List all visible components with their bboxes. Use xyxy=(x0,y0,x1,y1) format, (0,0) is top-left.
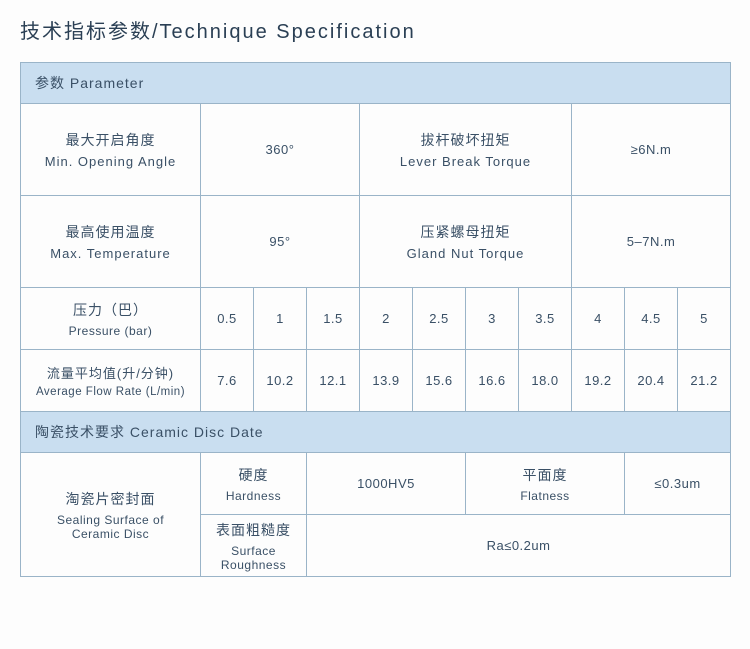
value-hardness: 1000HV5 xyxy=(307,453,466,515)
label-en: Gland Nut Torque xyxy=(362,246,569,261)
flow-v5: 16.6 xyxy=(466,350,519,412)
label-en: Lever Break Torque xyxy=(362,154,569,169)
row-ceramic-1: 淘瓷片密封面 Sealing Surface of Ceramic Disc 硬… xyxy=(21,453,731,515)
spec-table: 参数 Parameter 最大开启角度 Min. Opening Angle 3… xyxy=(20,62,731,577)
label-cn: 硬度 xyxy=(203,465,304,485)
label-en1: Sealing Surface of xyxy=(23,513,198,527)
ceramic-header-cell: 陶瓷技术要求 Ceramic Disc Date xyxy=(21,412,731,453)
pressure-v1: 1 xyxy=(254,288,307,350)
pressure-v4: 2.5 xyxy=(413,288,466,350)
flow-v9: 21.2 xyxy=(678,350,731,412)
label-hardness: 硬度 Hardness xyxy=(201,453,307,515)
value-flatness: ≤0.3um xyxy=(625,453,731,515)
flow-v0: 7.6 xyxy=(201,350,254,412)
pressure-v6: 3.5 xyxy=(519,288,572,350)
row-pressure: 压力（巴） Pressure (bar) 0.5 1 1.5 2 2.5 3 3… xyxy=(21,288,731,350)
value-lever-torque: ≥6N.m xyxy=(572,104,731,196)
row-flowrate: 流量平均值(升/分钟) Average Flow Rate (L/min) 7.… xyxy=(21,350,731,412)
value-roughness: Ra≤0.2um xyxy=(307,515,731,577)
label-cn: 淘瓷片密封面 xyxy=(23,489,198,509)
page-title: 技术指标参数/Technique Specification xyxy=(20,15,730,44)
label-lever-torque: 拔杆破坏扭矩 Lever Break Torque xyxy=(360,104,572,196)
label-en2: Roughness xyxy=(203,558,304,572)
value-max-temp: 95° xyxy=(201,196,360,288)
label-en: Max. Temperature xyxy=(23,246,198,261)
pressure-v5: 3 xyxy=(466,288,519,350)
flow-v3: 13.9 xyxy=(360,350,413,412)
label-cn: 最大开启角度 xyxy=(23,130,198,150)
row-max-temp: 最高使用温度 Max. Temperature 95° 压紧螺母扭矩 Gland… xyxy=(21,196,731,288)
label-cn: 最高使用温度 xyxy=(23,222,198,242)
flow-v2: 12.1 xyxy=(307,350,360,412)
label-en: Min. Opening Angle xyxy=(23,154,198,169)
label-opening-angle: 最大开启角度 Min. Opening Angle xyxy=(21,104,201,196)
label-en: Hardness xyxy=(203,489,304,503)
label-en: Pressure (bar) xyxy=(23,324,198,338)
flow-v6: 18.0 xyxy=(519,350,572,412)
label-cn: 表面粗糙度 xyxy=(203,520,304,540)
label-cn: 压紧螺母扭矩 xyxy=(362,222,569,242)
label-max-temp: 最高使用温度 Max. Temperature xyxy=(21,196,201,288)
label-en2: Ceramic Disc xyxy=(23,527,198,541)
pressure-v0: 0.5 xyxy=(201,288,254,350)
flow-v1: 10.2 xyxy=(254,350,307,412)
label-sealing-surface: 淘瓷片密封面 Sealing Surface of Ceramic Disc xyxy=(21,453,201,577)
label-en1: Surface xyxy=(203,544,304,558)
pressure-v7: 4 xyxy=(572,288,625,350)
parameter-header-cell: 参数 Parameter xyxy=(21,63,731,104)
label-cn: 拔杆破坏扭矩 xyxy=(362,130,569,150)
pressure-v9: 5 xyxy=(678,288,731,350)
pressure-v8: 4.5 xyxy=(625,288,678,350)
label-flowrate: 流量平均值(升/分钟) Average Flow Rate (L/min) xyxy=(21,350,201,412)
flow-v8: 20.4 xyxy=(625,350,678,412)
flow-v4: 15.6 xyxy=(413,350,466,412)
section-header-ceramic: 陶瓷技术要求 Ceramic Disc Date xyxy=(21,412,731,453)
label-gland-torque: 压紧螺母扭矩 Gland Nut Torque xyxy=(360,196,572,288)
flow-v7: 19.2 xyxy=(572,350,625,412)
label-cn: 平面度 xyxy=(468,465,622,485)
label-cn: 流量平均值(升/分钟) xyxy=(23,363,198,382)
value-opening-angle: 360° xyxy=(201,104,360,196)
label-en: Flatness xyxy=(468,489,622,503)
label-pressure: 压力（巴） Pressure (bar) xyxy=(21,288,201,350)
label-flatness: 平面度 Flatness xyxy=(466,453,625,515)
row-opening-angle: 最大开启角度 Min. Opening Angle 360° 拔杆破坏扭矩 Le… xyxy=(21,104,731,196)
label-cn: 压力（巴） xyxy=(23,300,198,320)
label-en: Average Flow Rate (L/min) xyxy=(23,386,198,398)
value-gland-torque: 5–7N.m xyxy=(572,196,731,288)
section-header-parameter: 参数 Parameter xyxy=(21,63,731,104)
label-roughness: 表面粗糙度 Surface Roughness xyxy=(201,515,307,577)
pressure-v2: 1.5 xyxy=(307,288,360,350)
pressure-v3: 2 xyxy=(360,288,413,350)
